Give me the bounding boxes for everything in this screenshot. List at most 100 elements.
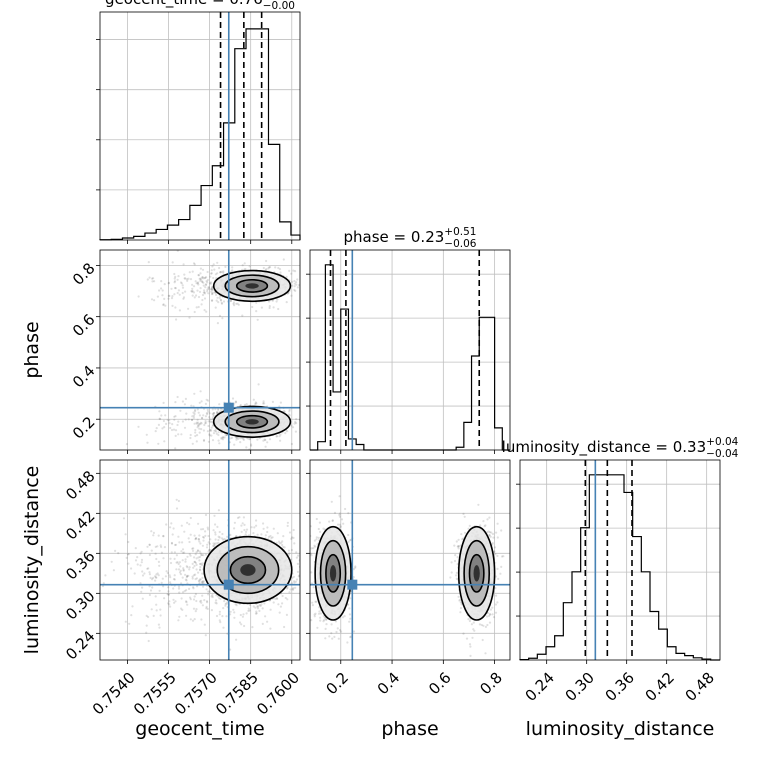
scatter-point	[250, 444, 253, 447]
scatter-point	[205, 546, 209, 549]
scatter-point	[148, 543, 151, 546]
scatter-point	[187, 574, 190, 578]
scatter-point	[175, 561, 178, 564]
scatter-point	[178, 309, 181, 312]
scatter-point	[204, 534, 207, 538]
scatter-point	[178, 561, 181, 564]
scatter-point	[220, 436, 223, 439]
scatter-point	[294, 270, 297, 273]
scatter-point	[224, 604, 227, 607]
scatter-point	[195, 282, 198, 285]
scatter-point	[184, 418, 187, 421]
scatter-point	[263, 402, 266, 405]
scatter-point	[260, 603, 263, 606]
scatter-point	[211, 291, 214, 294]
scatter-point	[195, 608, 198, 611]
scatter-point	[199, 569, 202, 572]
scatter-point	[266, 620, 269, 623]
scatter-point	[296, 278, 299, 281]
scatter-point	[168, 600, 171, 603]
title-equals: =	[651, 438, 673, 456]
scatter-point	[203, 623, 206, 626]
scatter-point	[182, 569, 185, 572]
scatter-point	[127, 562, 130, 565]
scatter-point	[209, 418, 212, 421]
scatter-point	[124, 620, 127, 623]
scatter-point	[254, 606, 257, 609]
scatter-point	[101, 585, 105, 588]
scatter-point	[183, 277, 186, 280]
scatter-point	[206, 430, 209, 433]
scatter-point	[247, 609, 250, 613]
scatter-point	[168, 574, 171, 577]
scatter-point	[193, 556, 196, 559]
scatter-point	[207, 420, 210, 423]
scatter-point	[148, 571, 151, 574]
scatter-point	[177, 275, 180, 278]
scatter-point	[268, 306, 271, 310]
scatter-point	[192, 411, 195, 414]
scatter-point	[286, 430, 289, 433]
scatter-point	[279, 401, 282, 404]
scatter-point	[153, 280, 156, 283]
scatter-point	[193, 412, 196, 416]
scatter-point	[212, 542, 215, 545]
scatter-point	[197, 538, 200, 541]
title-equals: =	[207, 0, 229, 8]
scatter-point	[265, 268, 268, 271]
scatter-point	[313, 615, 316, 618]
scatter-point	[315, 538, 318, 541]
scatter-point	[185, 589, 188, 592]
scatter-point	[163, 597, 166, 600]
scatter-point	[346, 641, 349, 644]
scatter-point	[191, 619, 195, 622]
scatter-point	[175, 568, 178, 571]
scatter-point	[179, 409, 182, 412]
scatter-point	[279, 271, 282, 274]
scatter-point	[267, 267, 270, 270]
scatter-point	[241, 437, 244, 440]
scatter-point	[194, 428, 197, 432]
scatter-point	[214, 538, 217, 541]
scatter-point	[279, 605, 282, 608]
scatter-point	[167, 297, 170, 300]
scatter-point	[211, 416, 214, 419]
scatter-point	[204, 421, 207, 424]
scatter-point	[215, 594, 218, 597]
scatter-point	[166, 571, 169, 575]
scatter-point	[197, 281, 200, 284]
scatter-point	[265, 259, 268, 263]
scatter-point	[233, 611, 236, 614]
scatter-point	[167, 282, 170, 285]
scatter-point	[203, 292, 207, 295]
scatter-point	[235, 302, 238, 305]
scatter-point	[202, 582, 205, 585]
scatter-point	[236, 516, 240, 520]
scatter-point	[203, 277, 206, 280]
scatter-point	[288, 269, 291, 272]
truth-marker	[223, 579, 234, 590]
scatter-point	[210, 609, 213, 612]
scatter-point	[218, 610, 221, 613]
scatter-point	[166, 418, 169, 422]
scatter-point	[266, 526, 269, 529]
scatter-point	[164, 414, 167, 417]
scatter-point	[169, 581, 172, 584]
scatter-point	[236, 302, 239, 305]
scatter-point	[339, 630, 343, 633]
scatter-point	[291, 587, 294, 591]
scatter-point	[195, 557, 198, 560]
scatter-point	[191, 442, 194, 445]
scatter-point	[286, 521, 289, 524]
scatter-point	[178, 571, 182, 574]
scatter-point	[288, 591, 291, 594]
scatter-point	[222, 436, 225, 439]
scatter-point	[191, 270, 194, 273]
scatter-point	[244, 533, 247, 536]
scatter-point	[218, 530, 221, 534]
scatter-point	[203, 599, 206, 602]
scatter-point	[215, 412, 219, 415]
scatter-point	[185, 575, 189, 578]
scatter-point	[180, 597, 183, 600]
scatter-point	[163, 426, 166, 429]
